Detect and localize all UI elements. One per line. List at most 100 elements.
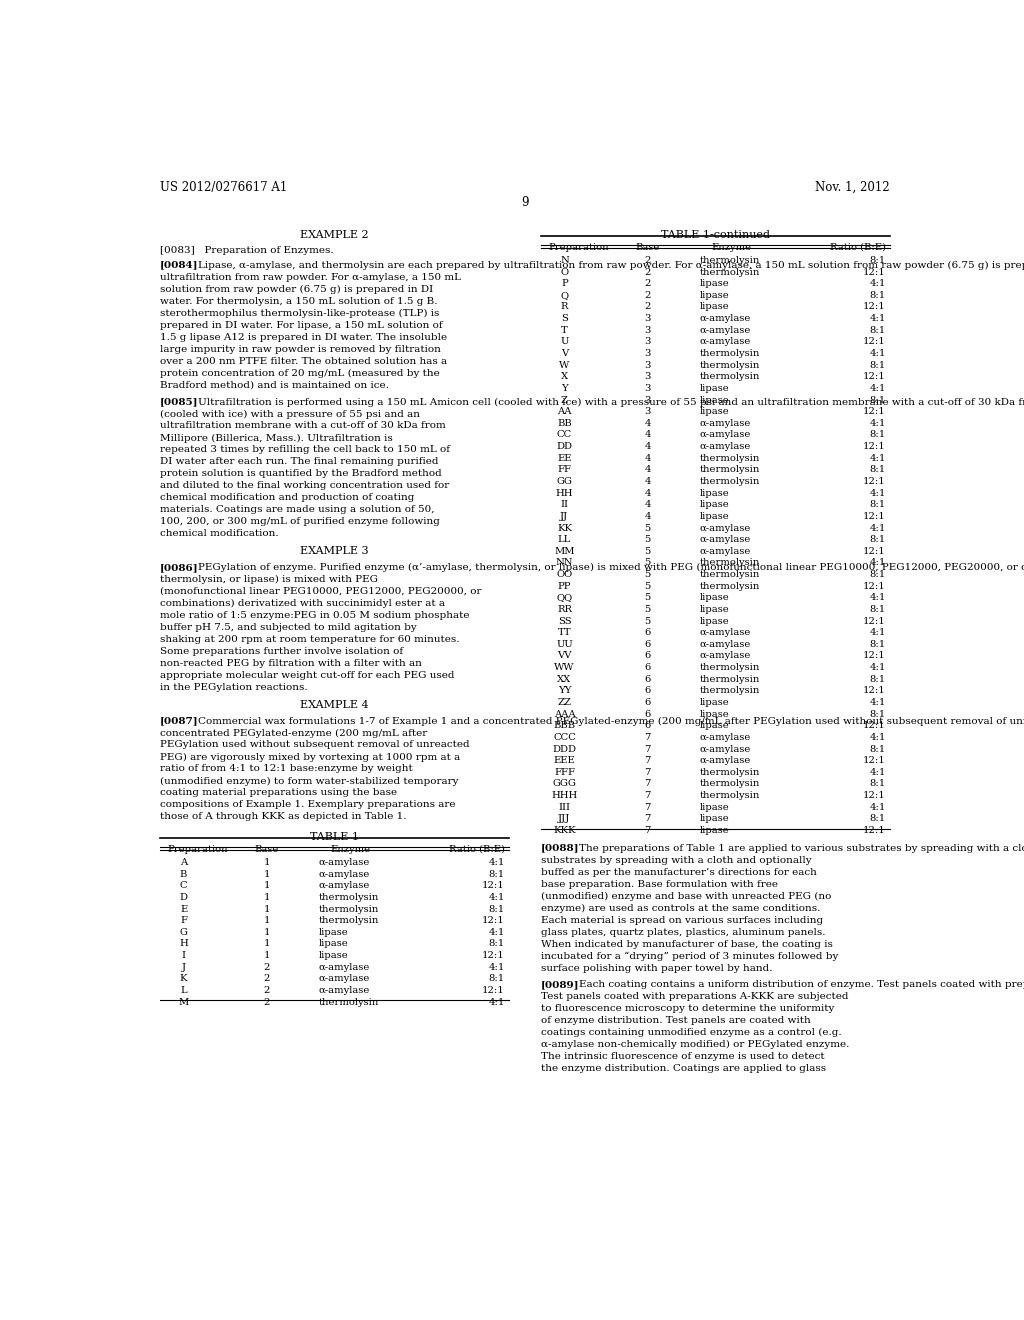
Text: 8:1: 8:1 xyxy=(869,326,886,335)
Text: When indicated by manufacturer of base, the coating is: When indicated by manufacturer of base, … xyxy=(541,940,833,949)
Text: 3: 3 xyxy=(645,360,651,370)
Text: JJJ: JJJ xyxy=(558,814,570,824)
Text: thermolysin, or lipase) is mixed with PEG: thermolysin, or lipase) is mixed with PE… xyxy=(160,576,378,583)
Text: KK: KK xyxy=(557,524,572,532)
Text: D: D xyxy=(179,892,187,902)
Text: 6: 6 xyxy=(645,628,651,638)
Text: 4:1: 4:1 xyxy=(488,858,505,867)
Text: TABLE 1-continued: TABLE 1-continued xyxy=(660,230,770,239)
Text: III: III xyxy=(558,803,570,812)
Text: 2: 2 xyxy=(645,302,651,312)
Text: lipase: lipase xyxy=(699,500,729,510)
Text: lipase: lipase xyxy=(699,826,729,836)
Text: thermolysin: thermolysin xyxy=(699,466,760,474)
Text: thermolysin: thermolysin xyxy=(318,998,379,1007)
Text: and diluted to the final working concentration used for: and diluted to the final working concent… xyxy=(160,482,449,491)
Text: 8:1: 8:1 xyxy=(869,360,886,370)
Text: base preparation. Base formulation with free: base preparation. Base formulation with … xyxy=(541,879,777,888)
Text: II: II xyxy=(560,500,568,510)
Text: SS: SS xyxy=(558,616,571,626)
Text: α-amylase: α-amylase xyxy=(699,442,751,451)
Text: 4:1: 4:1 xyxy=(869,314,886,323)
Text: L: L xyxy=(180,986,186,995)
Text: 4:1: 4:1 xyxy=(869,384,886,393)
Text: (unmodified) enzyme and base with unreacted PEG (no: (unmodified) enzyme and base with unreac… xyxy=(541,891,831,900)
Text: lipase: lipase xyxy=(699,698,729,708)
Text: α-amylase: α-amylase xyxy=(699,338,751,346)
Text: 12:1: 12:1 xyxy=(863,686,886,696)
Text: 2: 2 xyxy=(264,986,270,995)
Text: Ratio (B:E): Ratio (B:E) xyxy=(829,243,886,252)
Text: lipase: lipase xyxy=(699,302,729,312)
Text: EXAMPLE 2: EXAMPLE 2 xyxy=(300,230,369,239)
Text: thermolysin: thermolysin xyxy=(699,686,760,696)
Text: 4:1: 4:1 xyxy=(488,962,505,972)
Text: lipase: lipase xyxy=(699,605,729,614)
Text: sterothermophilus thermolysin-like-protease (TLP) is: sterothermophilus thermolysin-like-prote… xyxy=(160,309,439,318)
Text: 6: 6 xyxy=(645,652,651,660)
Text: H: H xyxy=(179,940,188,949)
Text: EXAMPLE 3: EXAMPLE 3 xyxy=(300,546,369,556)
Text: lipase: lipase xyxy=(699,488,729,498)
Text: 8:1: 8:1 xyxy=(869,256,886,265)
Text: 4:1: 4:1 xyxy=(869,280,886,288)
Text: ultrafiltration from raw powder. For α-amylase, a 150 mL: ultrafiltration from raw powder. For α-a… xyxy=(160,273,461,281)
Text: 4:1: 4:1 xyxy=(869,418,886,428)
Text: CCC: CCC xyxy=(553,733,575,742)
Text: 1: 1 xyxy=(263,858,270,867)
Text: α-amylase: α-amylase xyxy=(318,974,370,983)
Text: 12:1: 12:1 xyxy=(863,826,886,836)
Text: Y: Y xyxy=(561,384,568,393)
Text: thermolysin: thermolysin xyxy=(699,675,760,684)
Text: lipase: lipase xyxy=(699,290,729,300)
Text: 12:1: 12:1 xyxy=(863,372,886,381)
Text: [0089]: [0089] xyxy=(541,981,580,990)
Text: Base: Base xyxy=(636,243,660,252)
Text: shaking at 200 rpm at room temperature for 60 minutes.: shaking at 200 rpm at room temperature f… xyxy=(160,635,459,644)
Text: thermolysin: thermolysin xyxy=(699,454,760,463)
Text: 4:1: 4:1 xyxy=(488,892,505,902)
Text: lipase: lipase xyxy=(699,803,729,812)
Text: those of A through KKK as depicted in Table 1.: those of A through KKK as depicted in Ta… xyxy=(160,812,407,821)
Text: 4: 4 xyxy=(644,418,651,428)
Text: 4:1: 4:1 xyxy=(869,803,886,812)
Text: 8:1: 8:1 xyxy=(869,814,886,824)
Text: 4:1: 4:1 xyxy=(869,454,886,463)
Text: 7: 7 xyxy=(645,744,651,754)
Text: over a 200 nm PTFE filter. The obtained solution has a: over a 200 nm PTFE filter. The obtained … xyxy=(160,356,446,366)
Text: 5: 5 xyxy=(645,535,651,544)
Text: E: E xyxy=(180,904,187,913)
Text: PEG) are vigorously mixed by vortexing at 1000 rpm at a: PEG) are vigorously mixed by vortexing a… xyxy=(160,752,460,762)
Text: 7: 7 xyxy=(645,733,651,742)
Text: I: I xyxy=(181,952,185,960)
Text: 5: 5 xyxy=(645,582,651,590)
Text: 8:1: 8:1 xyxy=(869,396,886,404)
Text: α-amylase: α-amylase xyxy=(699,430,751,440)
Text: 3: 3 xyxy=(645,348,651,358)
Text: 3: 3 xyxy=(645,326,651,335)
Text: 5: 5 xyxy=(645,524,651,532)
Text: 6: 6 xyxy=(645,721,651,730)
Text: 8:1: 8:1 xyxy=(488,870,505,879)
Text: 4:1: 4:1 xyxy=(869,524,886,532)
Text: concentrated PEGylated-enzyme (200 mg/mL after: concentrated PEGylated-enzyme (200 mg/mL… xyxy=(160,729,427,738)
Text: 12:1: 12:1 xyxy=(863,512,886,521)
Text: 2: 2 xyxy=(264,974,270,983)
Text: 6: 6 xyxy=(645,686,651,696)
Text: 4: 4 xyxy=(644,488,651,498)
Text: 7: 7 xyxy=(645,814,651,824)
Text: 4:1: 4:1 xyxy=(869,558,886,568)
Text: EEE: EEE xyxy=(554,756,575,766)
Text: KKK: KKK xyxy=(553,826,575,836)
Text: α-amylase: α-amylase xyxy=(699,628,751,638)
Text: 8:1: 8:1 xyxy=(869,675,886,684)
Text: substrates by spreading with a cloth and optionally: substrates by spreading with a cloth and… xyxy=(541,855,811,865)
Text: EXAMPLE 4: EXAMPLE 4 xyxy=(300,700,369,710)
Text: T: T xyxy=(561,326,568,335)
Text: Ratio (B:E): Ratio (B:E) xyxy=(449,845,505,854)
Text: MM: MM xyxy=(554,546,574,556)
Text: α-amylase: α-amylase xyxy=(699,744,751,754)
Text: Test panels coated with preparations A-KKK are subjected: Test panels coated with preparations A-K… xyxy=(541,993,848,1002)
Text: 2: 2 xyxy=(645,256,651,265)
Text: Enzyme: Enzyme xyxy=(330,845,371,854)
